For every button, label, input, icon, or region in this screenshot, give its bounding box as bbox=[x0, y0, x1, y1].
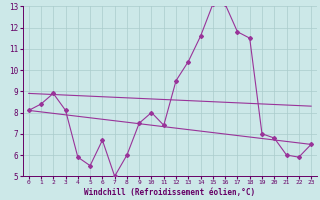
X-axis label: Windchill (Refroidissement éolien,°C): Windchill (Refroidissement éolien,°C) bbox=[84, 188, 255, 197]
